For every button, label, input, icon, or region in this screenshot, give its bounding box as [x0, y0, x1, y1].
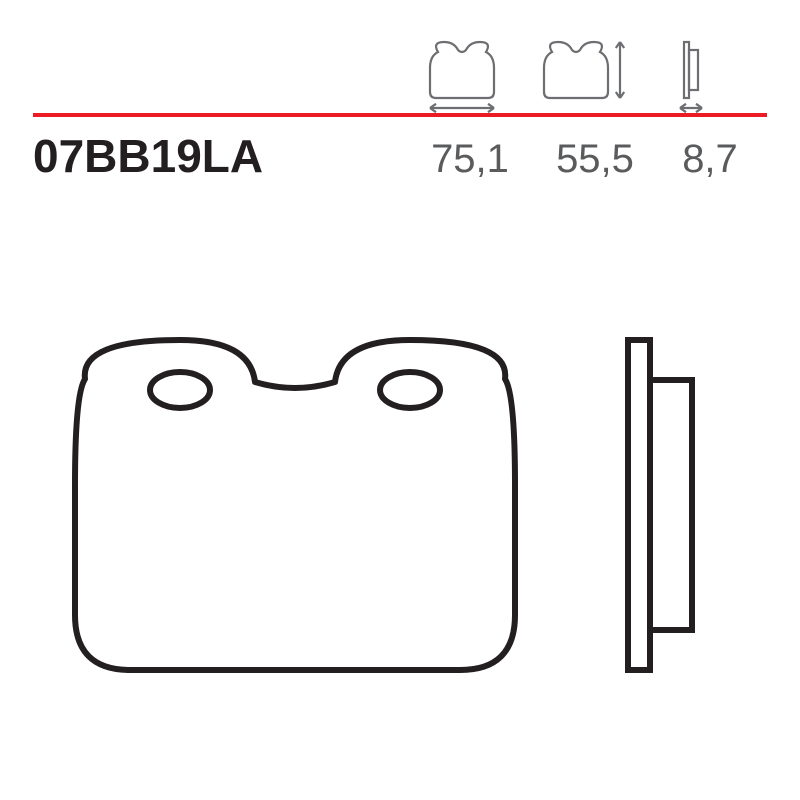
dimension-width: 75,1	[431, 137, 509, 181]
product-code: 07BB19LA	[33, 130, 263, 182]
dimension-height: 55,5	[556, 137, 634, 181]
drawing-svg: 07BB19LA 75,1 55,5 8,7	[0, 0, 800, 800]
dimension-thickness-icon	[680, 42, 702, 112]
brake-pad-front-view	[75, 340, 515, 670]
dimension-thickness: 8,7	[682, 137, 738, 181]
brake-pad-side-view	[628, 340, 692, 670]
spec-sheet: { "product_code": "07BB19LA", "dimension…	[0, 0, 800, 800]
dimension-height-icon	[544, 42, 624, 98]
dimension-width-icon	[430, 42, 494, 112]
